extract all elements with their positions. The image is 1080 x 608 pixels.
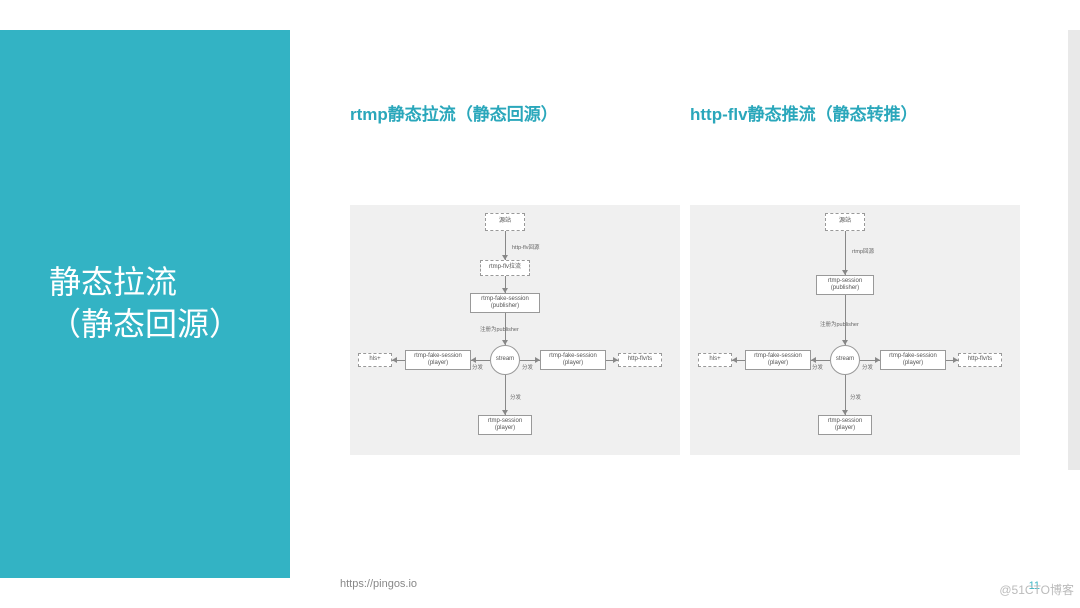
arrow-head xyxy=(535,357,540,363)
edge-label: 分发 xyxy=(862,363,873,371)
node-httpflv: http-flv/ts xyxy=(618,353,662,367)
edge-label: 分发 xyxy=(850,393,861,401)
edge-label: rtmp回源 xyxy=(852,247,874,255)
node-rtmpsess: rtmp-session (player) xyxy=(478,415,532,435)
arrow-head xyxy=(842,270,848,275)
node-httpflv: http-flv/ts xyxy=(958,353,1002,367)
footer-url: https://pingos.io xyxy=(340,578,417,590)
node-fakepl: rtmp-fake-session (player) xyxy=(745,350,811,370)
node-stream: stream xyxy=(830,345,860,375)
arrow-head xyxy=(502,255,508,260)
edge-label: 分发 xyxy=(812,363,823,371)
edge xyxy=(845,375,846,415)
edge-label: 注册为publisher xyxy=(820,320,859,328)
node-origin: 源站 xyxy=(485,213,525,231)
left-column: rtmp静态拉流（静态回源） 源站 rtmp-flv拉流 rtmp-fake-ses… xyxy=(350,100,680,455)
arrow-head xyxy=(502,288,508,293)
edge-label: 分发 xyxy=(472,363,483,371)
slide: 静态拉流 （静态回源） rtmp静态拉流（静态回源） 源站rtmp-flv拉流r… xyxy=(0,0,1080,608)
node-origin: 源站 xyxy=(825,213,865,231)
right-heading: http-flv静态推流（静态转推） xyxy=(690,100,1020,125)
node-fakepl2: rtmp-fake-session (player) xyxy=(880,350,946,370)
edge-label: http-flv回源 xyxy=(512,243,540,251)
node-fakepl: rtmp-fake-session (player) xyxy=(405,350,471,370)
node-hls: hls+ xyxy=(698,353,732,367)
node-hls: hls+ xyxy=(358,353,392,367)
title-line1: 静态拉流 xyxy=(49,264,177,300)
node-rtmpflv: rtmp-flv拉流 xyxy=(480,260,530,276)
arrow-head xyxy=(842,340,848,345)
node-fakepub: rtmp-fake-session (publisher) xyxy=(470,293,540,313)
title-line2: （静态回源） xyxy=(49,306,241,342)
slide-title: 静态拉流 （静态回源） xyxy=(49,262,241,345)
arrow-head xyxy=(842,410,848,415)
arrow-head xyxy=(613,357,618,363)
arrow-head xyxy=(502,340,508,345)
node-fakepl2: rtmp-fake-session (player) xyxy=(540,350,606,370)
diagram-left: 源站 rtmp-flv拉流 rtmp-fake-session (publisher… xyxy=(350,205,680,455)
arrow-head xyxy=(875,357,880,363)
watermark: @51CTO博客 xyxy=(999,581,1074,598)
edge xyxy=(505,375,506,415)
arrow-head xyxy=(392,357,397,363)
content: rtmp静态拉流（静态回源） 源站 rtmp-flv拉流 rtmp-fake-ses… xyxy=(320,100,1040,558)
diagram-right: 源站 rtmp-session (publisher) stream hls+ rtmp… xyxy=(690,205,1020,455)
arrow-head xyxy=(953,357,958,363)
left-heading: rtmp静态拉流（静态回源） xyxy=(350,100,680,125)
edge-label: 分发 xyxy=(510,393,521,401)
edge xyxy=(845,231,846,275)
sidebar: 静态拉流 （静态回源） xyxy=(0,30,290,578)
node-stream: stream xyxy=(490,345,520,375)
arrow-head xyxy=(732,357,737,363)
node-rtmpsess: rtmp-session (publisher) xyxy=(816,275,874,295)
arrow-head xyxy=(502,410,508,415)
right-column: http-flv静态推流（静态转推） 源站 rtmp-session (publi… xyxy=(690,100,1020,455)
edge-label: 注册为publisher xyxy=(480,325,519,333)
node-rtmppl: rtmp-session (player) xyxy=(818,415,872,435)
edge-label: 分发 xyxy=(522,363,533,371)
right-strip xyxy=(1068,30,1080,470)
